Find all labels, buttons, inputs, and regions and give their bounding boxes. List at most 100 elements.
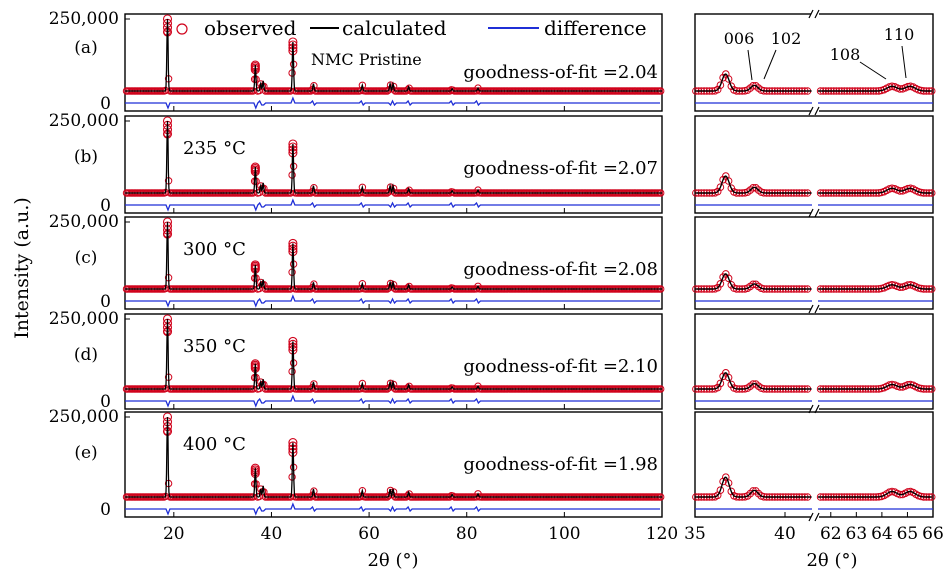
axis-break-gap	[811, 107, 819, 115]
axis-break-mark	[814, 106, 820, 116]
observed-point	[724, 177, 733, 185]
difference-series	[125, 96, 660, 110]
axis-break-gap	[811, 305, 819, 313]
axis-break-mark	[814, 9, 820, 19]
observed-point	[888, 487, 896, 496]
panel-label: (a)	[74, 38, 97, 58]
difference-series	[125, 294, 660, 308]
x-tick-label: 63	[846, 524, 868, 544]
observed-series-zoom	[692, 473, 936, 501]
legend: observed calculated difference	[176, 16, 647, 40]
axis-break-gap	[811, 209, 819, 217]
panel-a: 250,000 0 (a) NMC Pristine goodness-of-fit =…	[49, 9, 936, 116]
y-tick-label: 0	[100, 500, 111, 520]
annotation-arrow	[859, 61, 887, 80]
axis-break-mark	[808, 208, 814, 218]
zoom-plot-frame	[694, 411, 934, 518]
calculated-series	[125, 221, 662, 291]
axis-break-mark	[814, 512, 820, 522]
main-plot-frame	[124, 216, 663, 310]
x-axis-title: 2θ (°)	[367, 550, 418, 571]
x-tick-label: 65	[897, 524, 919, 544]
x-tick-label: 40	[261, 524, 283, 544]
observed-point	[716, 183, 725, 191]
observed-point	[724, 274, 733, 283]
calculated-series-zoom	[695, 476, 933, 498]
observed-point	[716, 280, 725, 288]
sample-label: 350 °C	[183, 336, 246, 357]
x-tick-label: 100	[548, 524, 580, 544]
axes-layer: 006 102 108 110 20 40 60 80 100 120 35 40 62 63 64 65 66…	[11, 9, 944, 571]
difference-series	[125, 198, 660, 212]
x-tick-label: 40	[774, 524, 796, 544]
observed-series-zoom	[692, 369, 936, 393]
legend-observed-label: observed	[204, 16, 297, 40]
x-tick-label: 60	[358, 524, 380, 544]
peak-annotation: 006	[724, 29, 755, 48]
sample-label: 300 °C	[183, 239, 246, 260]
x-tick-label: 64	[871, 524, 893, 544]
y-tick-label: 0	[100, 94, 111, 114]
y-tick-label: 0	[100, 292, 111, 312]
sample-label: NMC Pristine	[311, 50, 422, 69]
y-tick-label: 250,000	[49, 9, 119, 29]
calculated-series	[125, 318, 662, 390]
main-plot-frame	[124, 313, 663, 410]
peak-annotation: 108	[830, 45, 861, 64]
zoom-plot-frame	[694, 115, 934, 214]
observed-point	[713, 283, 722, 292]
y-tick-label: 250,000	[49, 212, 119, 232]
x-tick-label: 120	[646, 524, 678, 544]
observed-point	[724, 373, 733, 382]
panel-label: (e)	[74, 443, 97, 463]
axis-break-mark	[808, 9, 814, 19]
observed-point	[724, 75, 733, 83]
x-axis-title-zoom: 2θ (°)	[806, 550, 857, 571]
panel-b: 250,000 0 (b) 235 °C goodness-of-fit =2.07	[49, 111, 936, 218]
annotation-arrow	[747, 49, 753, 81]
calculated-series	[125, 18, 662, 92]
sample-label: 400 °C	[183, 434, 246, 455]
calculated-series-zoom	[695, 175, 933, 194]
panel-label: (d)	[74, 345, 98, 365]
main-plot-frame	[124, 115, 663, 214]
calculated-series	[125, 120, 662, 194]
peak-annotation: 102	[771, 29, 802, 48]
main-plot-frame	[124, 411, 663, 518]
observed-point	[713, 383, 722, 392]
observed-series-zoom	[692, 270, 936, 293]
axis-break-mark	[808, 106, 814, 116]
zoom-plot-frame	[694, 313, 934, 410]
difference-series	[125, 394, 660, 408]
x-tick-label: 80	[456, 524, 478, 544]
panel-d: 250,000 0 (d) 350 °C goodness-of-fit =2.10	[49, 309, 936, 414]
legend-difference-label: difference	[544, 16, 647, 40]
x-tick-label: 35	[684, 524, 706, 544]
y-tick-label: 0	[100, 392, 111, 412]
observed-point	[358, 280, 367, 288]
peak-annotation: 110	[884, 25, 915, 44]
x-tick-label: 62	[820, 524, 842, 544]
panel-label: (b)	[74, 147, 98, 167]
panel-c: 250,000 0 (c) 300 °C goodness-of-fit =2.08	[49, 212, 936, 314]
axis-break-mark	[814, 304, 820, 314]
axis-break-gap	[811, 10, 819, 18]
annotation-arrow	[763, 49, 777, 80]
observed-point	[716, 81, 725, 89]
axis-break-gap	[811, 405, 819, 413]
legend-observed-marker	[176, 23, 188, 35]
calculated-series-zoom	[695, 273, 933, 290]
axis-break-mark	[814, 208, 820, 218]
panel-label: (c)	[75, 248, 98, 268]
observed-point	[716, 486, 725, 495]
y-tick-label: 0	[100, 196, 111, 216]
x-tick-label: 66	[922, 524, 944, 544]
main-plot-frame	[124, 13, 663, 112]
goodness-of-fit-label: goodness-of-fit =1.98	[463, 454, 658, 475]
y-tick-label: 250,000	[49, 111, 119, 131]
goodness-of-fit-label: goodness-of-fit =2.10	[463, 356, 658, 377]
axis-break-gap	[811, 513, 819, 521]
goodness-of-fit-label: goodness-of-fit =2.04	[463, 62, 658, 83]
zoom-plot-frame	[694, 216, 934, 310]
